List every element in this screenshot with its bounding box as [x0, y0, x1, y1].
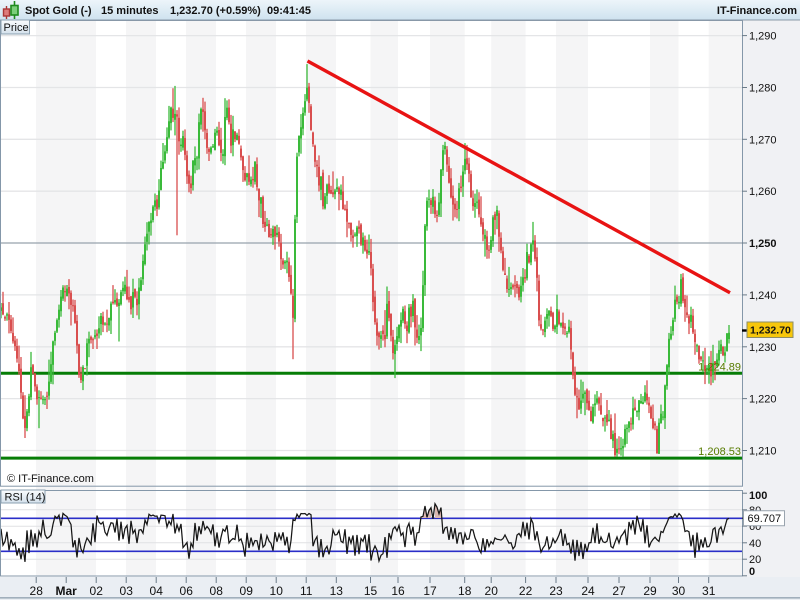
svg-text:29: 29 [643, 584, 657, 598]
svg-text:22: 22 [519, 584, 533, 598]
svg-text:Price: Price [4, 22, 29, 34]
svg-text:1,232.70: 1,232.70 [750, 325, 791, 337]
svg-text:1,270: 1,270 [749, 134, 777, 146]
svg-text:15: 15 [364, 584, 378, 598]
svg-text:09:41:45: 09:41:45 [267, 5, 311, 17]
svg-text:Mar: Mar [56, 584, 78, 598]
svg-text:23: 23 [549, 584, 563, 598]
svg-text:1,260: 1,260 [749, 186, 777, 198]
svg-text:31: 31 [702, 584, 716, 598]
svg-text:02: 02 [90, 584, 104, 598]
svg-text:1,290: 1,290 [749, 31, 777, 43]
svg-text:03: 03 [120, 584, 134, 598]
svg-text:04: 04 [150, 584, 164, 598]
svg-text:06: 06 [180, 584, 194, 598]
svg-text:11: 11 [300, 584, 313, 598]
svg-text:1,250: 1,250 [749, 238, 777, 250]
svg-text:1,230: 1,230 [749, 342, 777, 354]
svg-text:1,232.70 (+0.59%): 1,232.70 (+0.59%) [170, 5, 261, 17]
svg-text:18: 18 [458, 584, 472, 598]
svg-text:20: 20 [485, 584, 499, 598]
svg-text:1,208.53: 1,208.53 [698, 446, 741, 458]
svg-text:08: 08 [210, 584, 224, 598]
svg-text:17: 17 [423, 584, 437, 598]
svg-text:30: 30 [672, 584, 686, 598]
svg-text:1,240: 1,240 [749, 290, 777, 302]
svg-text:1,220: 1,220 [749, 394, 777, 406]
svg-text:27: 27 [612, 584, 626, 598]
svg-text:Spot Gold (-): Spot Gold (-) [25, 5, 92, 17]
svg-text:1,210: 1,210 [749, 446, 777, 458]
svg-text:15 minutes: 15 minutes [101, 5, 158, 17]
svg-text:69.707: 69.707 [748, 513, 782, 525]
svg-text:1,280: 1,280 [749, 83, 777, 95]
svg-text:20: 20 [749, 554, 761, 566]
svg-text:© IT-Finance.com: © IT-Finance.com [7, 473, 94, 485]
svg-text:10: 10 [270, 584, 284, 598]
svg-text:28: 28 [30, 584, 44, 598]
svg-text:1,224.89: 1,224.89 [698, 361, 741, 373]
svg-text:13: 13 [330, 584, 344, 598]
svg-text:40: 40 [749, 538, 761, 550]
svg-text:IT-Finance.com: IT-Finance.com [717, 5, 797, 17]
svg-text:09: 09 [240, 584, 254, 598]
svg-text:0: 0 [749, 566, 755, 578]
svg-text:RSI (14): RSI (14) [5, 492, 46, 504]
svg-text:100: 100 [749, 490, 767, 502]
svg-text:16: 16 [391, 584, 405, 598]
svg-text:24: 24 [581, 584, 595, 598]
